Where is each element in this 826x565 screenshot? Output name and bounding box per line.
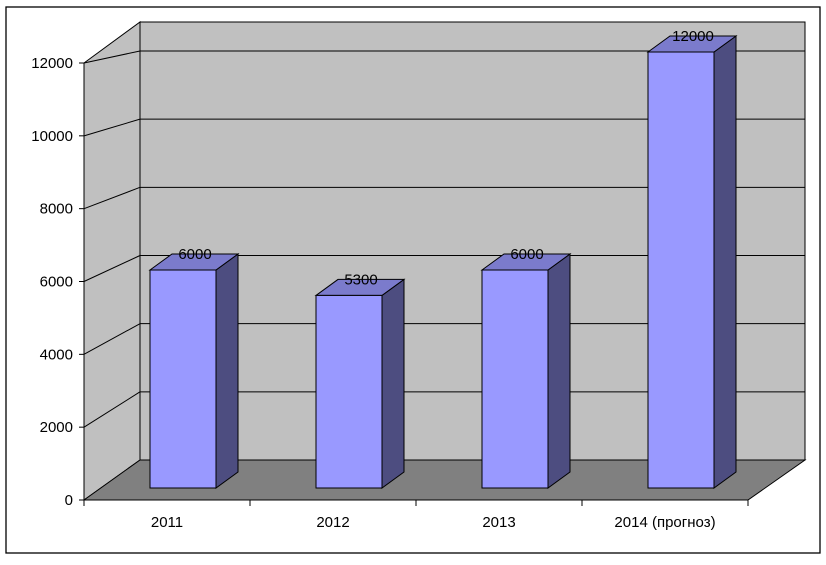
data-label: 6000	[178, 246, 211, 263]
bar	[647, 51, 715, 489]
y-tick-label: 4000	[40, 346, 73, 363]
bars	[148, 35, 738, 489]
gridline-side	[83, 323, 141, 355]
bar	[481, 269, 549, 489]
bar-side	[713, 35, 737, 489]
gridline-side	[83, 118, 141, 137]
bar	[315, 294, 383, 489]
gridline-side	[83, 186, 141, 210]
gridline-side	[83, 255, 141, 282]
data-label: 12000	[672, 28, 714, 45]
y-tick-label: 0	[65, 492, 73, 509]
data-label: 5300	[344, 271, 377, 288]
gridline-side	[83, 391, 141, 428]
bar	[149, 269, 217, 489]
y-tick-label: 6000	[40, 274, 73, 291]
x-axis-ticks: 2011 2012 2013 2014 (прогноз)	[83, 500, 749, 531]
y-tick-label: 2000	[40, 419, 73, 436]
bar-side	[381, 278, 405, 489]
y-tick-label: 8000	[40, 201, 73, 218]
x-tick-label: 2013	[482, 514, 515, 531]
data-labels: 6000 5300 6000 12000	[178, 28, 714, 288]
data-label: 6000	[510, 246, 543, 263]
side-wall	[83, 21, 141, 501]
x-tick-label: 2012	[316, 514, 349, 531]
x-tick-label: 2011	[151, 514, 183, 531]
gridline-side	[83, 50, 141, 64]
y-tick-label: 10000	[31, 128, 73, 145]
bar-side	[215, 253, 239, 489]
x-tick-label: 2014 (прогноз)	[614, 514, 715, 531]
y-tick-label: 12000	[31, 55, 73, 72]
bar-side	[547, 253, 571, 489]
y-axis-ticks: 0 2000 4000 6000 8000 10000 12000	[31, 55, 84, 509]
